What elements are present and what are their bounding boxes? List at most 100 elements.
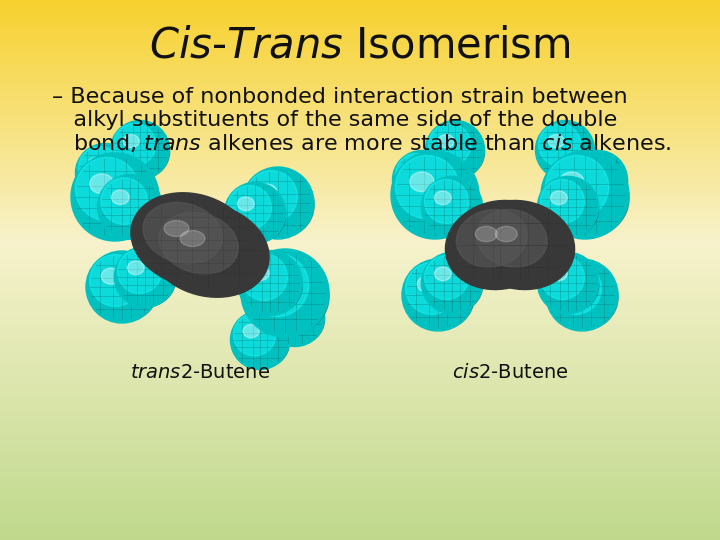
Ellipse shape — [425, 179, 469, 224]
Ellipse shape — [434, 191, 451, 205]
Ellipse shape — [246, 258, 329, 335]
Ellipse shape — [131, 193, 253, 287]
Ellipse shape — [541, 183, 598, 237]
Text: $\mathit{cis}$2-Butene: $\mathit{cis}$2-Butene — [451, 363, 568, 382]
Ellipse shape — [421, 252, 482, 314]
Ellipse shape — [123, 134, 139, 148]
Ellipse shape — [428, 124, 471, 166]
Ellipse shape — [476, 210, 547, 267]
Text: $\mathit{trans}$2-Butene: $\mathit{trans}$2-Butene — [130, 363, 270, 382]
Ellipse shape — [395, 153, 438, 196]
Ellipse shape — [147, 202, 269, 297]
Ellipse shape — [243, 325, 259, 338]
Ellipse shape — [392, 151, 451, 210]
Ellipse shape — [550, 267, 567, 281]
Ellipse shape — [546, 156, 609, 219]
Ellipse shape — [102, 268, 121, 284]
Ellipse shape — [548, 134, 564, 148]
Ellipse shape — [446, 200, 554, 289]
Ellipse shape — [269, 291, 311, 333]
Ellipse shape — [180, 231, 205, 247]
Ellipse shape — [233, 313, 276, 356]
Ellipse shape — [78, 150, 135, 201]
Ellipse shape — [549, 262, 601, 314]
Ellipse shape — [395, 156, 459, 219]
Ellipse shape — [418, 276, 437, 292]
Ellipse shape — [117, 249, 161, 294]
Ellipse shape — [549, 266, 618, 329]
Ellipse shape — [405, 165, 421, 178]
Ellipse shape — [546, 160, 629, 237]
Ellipse shape — [110, 120, 169, 179]
Ellipse shape — [228, 188, 286, 242]
Ellipse shape — [537, 177, 598, 238]
Ellipse shape — [228, 185, 271, 230]
Ellipse shape — [86, 251, 158, 323]
Ellipse shape — [76, 144, 135, 202]
Ellipse shape — [230, 310, 289, 369]
Ellipse shape — [269, 293, 325, 346]
Ellipse shape — [251, 266, 269, 281]
Ellipse shape — [246, 253, 309, 317]
Ellipse shape — [278, 301, 294, 315]
Ellipse shape — [402, 259, 474, 331]
Ellipse shape — [89, 254, 141, 306]
Ellipse shape — [143, 202, 222, 264]
Ellipse shape — [421, 177, 482, 238]
Ellipse shape — [541, 179, 585, 224]
Ellipse shape — [539, 124, 581, 166]
Ellipse shape — [88, 158, 104, 171]
Ellipse shape — [241, 249, 329, 337]
Ellipse shape — [238, 251, 302, 315]
Ellipse shape — [405, 262, 457, 314]
Ellipse shape — [559, 172, 584, 192]
Ellipse shape — [90, 174, 114, 194]
Ellipse shape — [537, 252, 598, 314]
Ellipse shape — [266, 287, 325, 347]
Ellipse shape — [240, 257, 302, 314]
Ellipse shape — [78, 146, 121, 189]
Ellipse shape — [438, 134, 454, 148]
Ellipse shape — [572, 157, 628, 208]
Text: bond, $\mathit{trans}$ alkenes are more stable than $\mathit{cis}$ alkenes.: bond, $\mathit{trans}$ alkenes are more … — [52, 132, 671, 154]
Ellipse shape — [71, 153, 159, 241]
Ellipse shape — [536, 120, 595, 179]
Ellipse shape — [76, 162, 159, 239]
Ellipse shape — [541, 259, 598, 312]
Ellipse shape — [465, 200, 575, 289]
Ellipse shape — [233, 316, 289, 368]
Ellipse shape — [257, 184, 277, 200]
Ellipse shape — [410, 172, 434, 192]
Ellipse shape — [550, 191, 567, 205]
Ellipse shape — [246, 171, 297, 222]
Ellipse shape — [562, 276, 581, 292]
Ellipse shape — [428, 126, 485, 178]
Ellipse shape — [426, 120, 485, 179]
Ellipse shape — [101, 181, 163, 238]
Ellipse shape — [238, 197, 254, 211]
Ellipse shape — [546, 259, 618, 331]
Ellipse shape — [475, 226, 498, 242]
Ellipse shape — [541, 255, 585, 300]
Ellipse shape — [456, 210, 527, 267]
Ellipse shape — [114, 126, 169, 178]
Ellipse shape — [225, 183, 286, 244]
Text: – Because of nonbonded interaction strain between: – Because of nonbonded interaction strai… — [52, 87, 628, 107]
Ellipse shape — [405, 266, 474, 329]
Ellipse shape — [495, 226, 517, 242]
Ellipse shape — [539, 126, 595, 178]
Ellipse shape — [76, 157, 139, 221]
Ellipse shape — [572, 153, 614, 196]
Ellipse shape — [101, 178, 148, 225]
Ellipse shape — [391, 151, 479, 239]
Ellipse shape — [117, 253, 176, 306]
Ellipse shape — [260, 270, 284, 289]
Ellipse shape — [246, 174, 314, 238]
Ellipse shape — [425, 183, 482, 237]
Ellipse shape — [541, 151, 629, 239]
Ellipse shape — [569, 151, 628, 210]
Ellipse shape — [112, 190, 129, 205]
Ellipse shape — [98, 174, 163, 239]
Ellipse shape — [395, 160, 479, 237]
Ellipse shape — [164, 220, 189, 237]
